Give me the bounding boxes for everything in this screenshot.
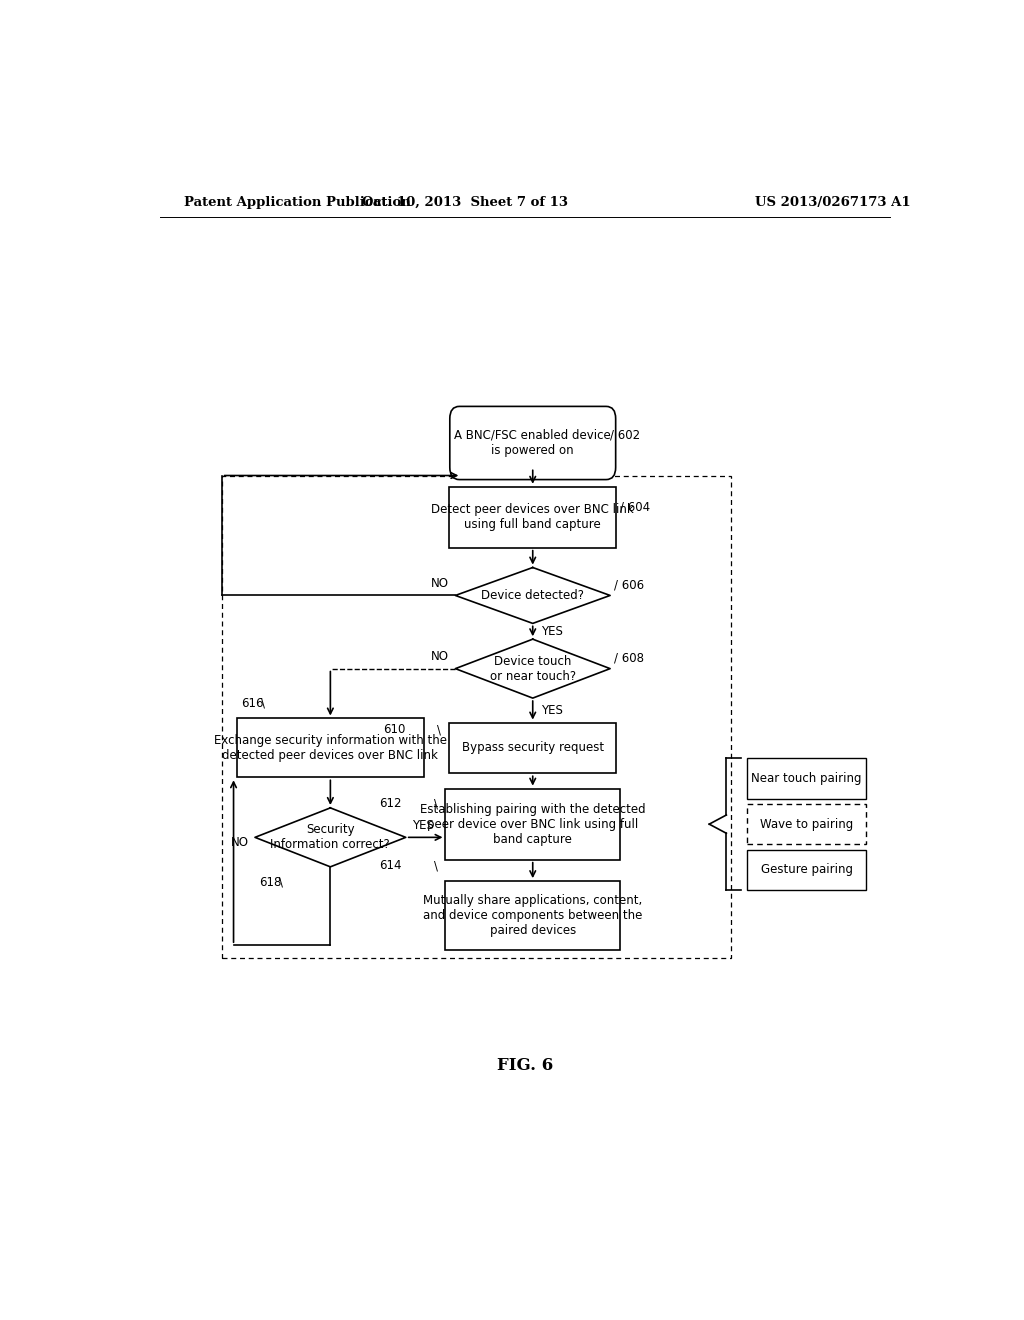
Text: / 602: / 602	[610, 429, 640, 441]
Text: 618: 618	[259, 875, 282, 888]
Bar	[445, 880, 621, 950]
Bar	[450, 722, 616, 774]
Text: Detect peer devices over BNC link
using full band capture: Detect peer devices over BNC link using …	[431, 503, 634, 531]
Text: Bypass security request: Bypass security request	[462, 742, 604, 755]
Text: Oct. 10, 2013  Sheet 7 of 13: Oct. 10, 2013 Sheet 7 of 13	[362, 195, 568, 209]
Bar	[238, 718, 424, 777]
Text: YES: YES	[541, 624, 562, 638]
Text: / 604: / 604	[620, 500, 650, 513]
Text: NO: NO	[230, 836, 249, 849]
Text: 616: 616	[241, 697, 263, 710]
Text: \: \	[437, 723, 441, 737]
Text: / 608: / 608	[614, 652, 644, 665]
Text: US 2013/0267173 A1: US 2013/0267173 A1	[755, 195, 910, 209]
Text: Patent Application Publication: Patent Application Publication	[183, 195, 411, 209]
Text: Gesture pairing: Gesture pairing	[761, 863, 853, 876]
Text: \: \	[433, 859, 437, 873]
Text: Security
Information correct?: Security Information correct?	[270, 824, 390, 851]
Text: Device touch
or near touch?: Device touch or near touch?	[489, 655, 575, 682]
Text: Establishing pairing with the detected
peer device over BNC link using full
band: Establishing pairing with the detected p…	[420, 803, 645, 846]
Polygon shape	[456, 639, 610, 698]
Text: Mutually share applications, content,
and device components between the
paired d: Mutually share applications, content, an…	[423, 894, 642, 937]
Polygon shape	[456, 568, 610, 623]
Text: YES: YES	[541, 704, 562, 717]
Text: Exchange security information with the
detected peer devices over BNC link: Exchange security information with the d…	[214, 734, 446, 762]
Text: 612: 612	[379, 797, 401, 810]
Text: NO: NO	[431, 577, 449, 590]
Text: A BNC/FSC enabled device
is powered on: A BNC/FSC enabled device is powered on	[455, 429, 611, 457]
Bar	[445, 788, 621, 859]
Text: NO: NO	[431, 649, 449, 663]
Text: \: \	[261, 697, 265, 710]
FancyBboxPatch shape	[450, 407, 615, 479]
Text: / 606: / 606	[614, 578, 644, 591]
Text: FIG. 6: FIG. 6	[497, 1056, 553, 1073]
Text: YES: YES	[412, 818, 434, 832]
Polygon shape	[255, 808, 406, 867]
Text: \: \	[433, 797, 437, 810]
Bar	[221, 475, 731, 958]
Bar	[748, 850, 866, 890]
Text: Near touch pairing: Near touch pairing	[752, 772, 862, 785]
Text: Wave to pairing: Wave to pairing	[760, 817, 853, 830]
Text: 614: 614	[379, 859, 401, 873]
Bar	[450, 487, 616, 548]
Text: 610: 610	[383, 723, 406, 737]
Text: \: \	[279, 875, 283, 888]
Bar	[748, 758, 866, 799]
Bar	[748, 804, 866, 845]
Text: Device detected?: Device detected?	[481, 589, 585, 602]
